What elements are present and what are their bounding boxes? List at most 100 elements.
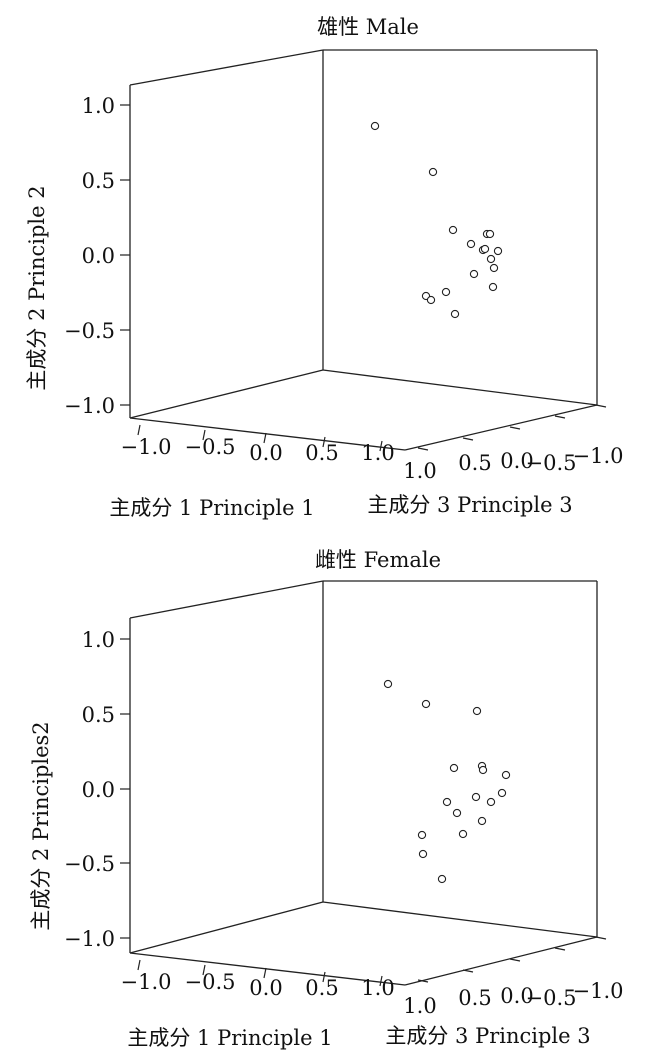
- z-tick: [509, 958, 521, 962]
- cube-edge: [129, 580, 324, 619]
- x-tick-label: 0.0: [249, 976, 282, 1000]
- data-point: [469, 269, 479, 279]
- x-tick-label: −0.5: [185, 435, 236, 459]
- data-point: [452, 808, 462, 818]
- x-tick: [263, 967, 267, 979]
- y-tick-label: −0.5: [64, 852, 115, 876]
- data-point: [493, 246, 503, 256]
- z-tick-label: −1.0: [573, 444, 624, 468]
- data-point: [489, 263, 499, 273]
- z-tick: [417, 447, 429, 451]
- data-point: [428, 167, 438, 177]
- data-point: [488, 282, 498, 292]
- z-tick: [595, 936, 607, 940]
- y-tick-label: 0.0: [82, 244, 115, 268]
- data-point: [441, 287, 451, 297]
- cube-edge: [129, 417, 406, 451]
- data-point: [480, 244, 490, 254]
- z-tick: [462, 437, 474, 441]
- data-point: [426, 295, 436, 305]
- z-tick: [554, 947, 566, 951]
- y-axis-label: 主成分 2 Principle 2: [25, 185, 49, 390]
- data-point: [466, 239, 476, 249]
- z-tick-label: 1.0: [403, 459, 436, 483]
- x-tick-label: 0.5: [305, 441, 338, 465]
- z-tick-label: 0.0: [500, 984, 533, 1008]
- x-tick: [137, 959, 141, 971]
- x-tick-label: 1.0: [361, 976, 394, 1000]
- x-tick: [202, 429, 206, 441]
- x-tick: [202, 964, 206, 976]
- x-tick-label: 1.0: [361, 441, 394, 465]
- cube-edge: [129, 49, 324, 86]
- x-axis-label: 主成分 1 Principle 1: [109, 496, 314, 520]
- z-tick-label: 1.0: [403, 994, 436, 1018]
- data-point: [501, 770, 511, 780]
- data-point: [485, 229, 495, 239]
- chart-title: 雄性 Male: [317, 15, 419, 39]
- x-axis-label: 主成分 1 Principle 1: [127, 1026, 332, 1050]
- cube-edge: [129, 952, 406, 986]
- data-point: [437, 874, 447, 884]
- chart-title: 雌性 Female: [315, 548, 441, 572]
- z-axis-label: 主成分 3 Principle 3: [385, 1024, 590, 1048]
- x-tick-label: 0.5: [305, 976, 338, 1000]
- z-tick: [554, 415, 566, 419]
- y-tick-label: 1.0: [82, 94, 115, 118]
- x-tick: [322, 971, 326, 983]
- y-tick-label: 0.5: [82, 169, 115, 193]
- data-point: [418, 849, 428, 859]
- cube-edge: [404, 936, 598, 986]
- cube-edge: [322, 369, 598, 406]
- z-tick-label: 0.5: [458, 451, 491, 475]
- x-tick-label: −0.5: [185, 970, 236, 994]
- z-tick: [462, 969, 474, 973]
- cube-edge: [322, 901, 598, 938]
- z-tick: [509, 426, 521, 430]
- z-tick: [417, 979, 429, 983]
- data-point: [442, 797, 452, 807]
- y-tick-label: 0.0: [82, 778, 115, 802]
- x-tick: [379, 440, 383, 452]
- x-tick: [379, 975, 383, 987]
- z-tick-label: −0.5: [526, 451, 577, 475]
- data-point: [448, 225, 458, 235]
- data-point: [471, 792, 481, 802]
- y-tick-label: 0.5: [82, 703, 115, 727]
- z-tick: [595, 404, 607, 408]
- cube-edge: [404, 404, 598, 451]
- x-tick-label: −1.0: [121, 435, 172, 459]
- data-point: [472, 706, 482, 716]
- y-tick-label: −0.5: [64, 319, 115, 343]
- z-tick-label: −1.0: [573, 979, 624, 1003]
- x-tick: [137, 424, 141, 436]
- data-point: [383, 679, 393, 689]
- cube-edge: [129, 369, 324, 419]
- data-point: [417, 830, 427, 840]
- y-tick-label: −1.0: [64, 927, 115, 951]
- z-tick-label: 0.5: [458, 986, 491, 1010]
- data-point: [370, 121, 380, 131]
- z-tick-label: 0.0: [500, 449, 533, 473]
- data-point: [477, 816, 487, 826]
- x-tick: [322, 436, 326, 448]
- data-point: [486, 254, 496, 264]
- data-point: [458, 829, 468, 839]
- x-tick: [263, 432, 267, 444]
- x-tick-label: −1.0: [121, 970, 172, 994]
- z-axis-label: 主成分 3 Principle 3: [367, 493, 572, 517]
- data-point: [421, 699, 431, 709]
- data-point: [449, 763, 459, 773]
- data-point: [450, 309, 460, 319]
- x-tick-label: 0.0: [249, 441, 282, 465]
- cube-edge: [129, 901, 324, 954]
- z-tick-label: −0.5: [526, 986, 577, 1010]
- y-tick-label: −1.0: [64, 394, 115, 418]
- data-point: [486, 797, 496, 807]
- data-point: [497, 788, 507, 798]
- y-axis-label: 主成分 2 Principles2: [29, 721, 53, 930]
- data-point: [478, 765, 488, 775]
